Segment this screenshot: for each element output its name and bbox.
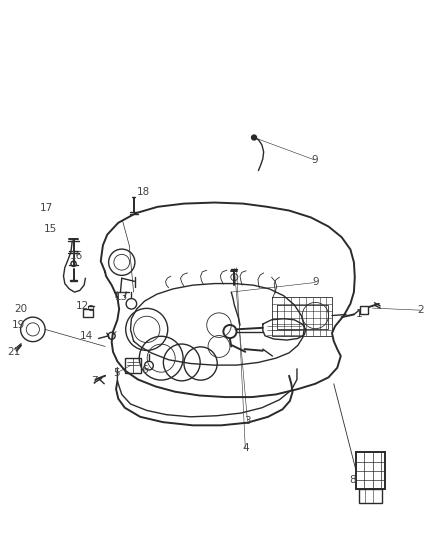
Circle shape	[252, 135, 256, 140]
Text: 2: 2	[417, 305, 424, 315]
Text: 13: 13	[115, 293, 128, 302]
Text: 17: 17	[39, 203, 53, 213]
Text: 9: 9	[312, 278, 319, 287]
Bar	[360, 306, 368, 314]
Text: 16: 16	[70, 251, 83, 261]
Text: 1: 1	[356, 310, 363, 319]
Text: 9: 9	[311, 155, 318, 165]
Bar	[356, 452, 385, 489]
Text: 5: 5	[113, 368, 120, 378]
Text: 7: 7	[91, 376, 98, 386]
Text: 8: 8	[349, 475, 356, 484]
Text: 3: 3	[244, 416, 251, 426]
Text: 14: 14	[80, 331, 93, 341]
Text: 15: 15	[44, 224, 57, 234]
Text: 12: 12	[76, 302, 89, 311]
Bar	[125, 358, 141, 373]
Text: 19: 19	[12, 320, 25, 330]
Text: 20: 20	[14, 304, 28, 314]
Text: 21: 21	[7, 347, 21, 357]
Text: 4: 4	[242, 443, 249, 453]
Bar	[359, 489, 382, 503]
Text: 6: 6	[141, 366, 148, 375]
Bar	[83, 309, 93, 317]
Text: 18: 18	[137, 187, 150, 197]
